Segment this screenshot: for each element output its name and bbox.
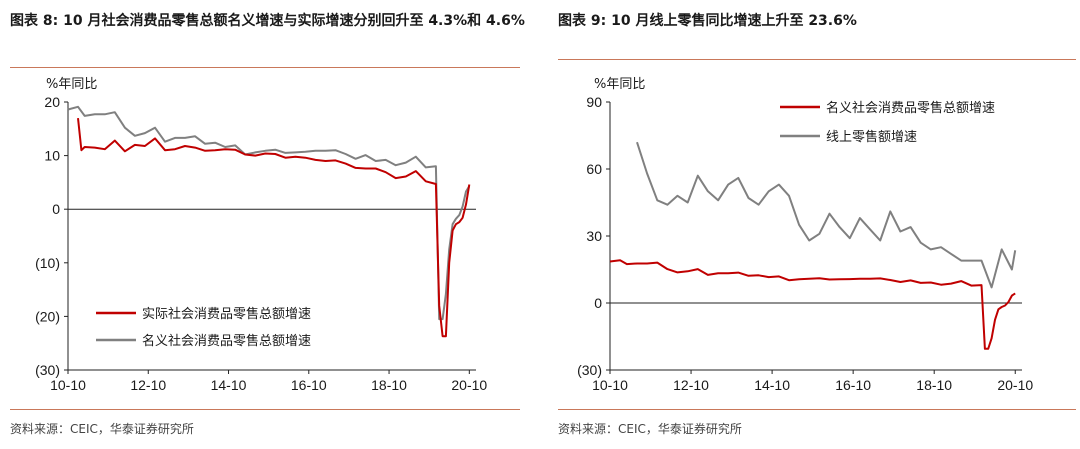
y-tick-label-right: 60	[586, 161, 602, 177]
x-tick-label-left: 10-10	[50, 377, 86, 393]
y-tick-label-left: 0	[52, 201, 60, 217]
x-tick-label-left: 12-10	[130, 377, 166, 393]
y-tick-label-right: (30)	[577, 362, 602, 378]
series-line-right-1	[636, 141, 1017, 289]
source-rule-right	[558, 409, 1076, 410]
y-tick-label-right: 90	[586, 94, 602, 110]
x-tick-label-right: 20-10	[997, 377, 1033, 393]
chart-panel-right: 图表 9: 10 月线上零售同比增速上升至 23.6% 90 60 30 0 (30) 1…	[554, 0, 1080, 449]
chart-title-left: 图表 8: 10 月社会消费品零售总额名义增速与实际增速分别回升至 4.3%和 …	[10, 13, 525, 29]
x-tick-label-right: 12-10	[673, 377, 709, 393]
series-line-right-0	[609, 259, 1016, 350]
y-tick-label-left: (20)	[35, 308, 60, 324]
x-tick-label-right: 18-10	[916, 377, 952, 393]
x-tick-label-right: 14-10	[754, 377, 790, 393]
source-note-right: 资料来源：CEIC，华泰证券研究所	[558, 422, 742, 436]
legend-label-right: 线上零售额增速	[826, 129, 917, 145]
chart-title-right: 图表 9: 10 月线上零售同比增速上升至 23.6%	[558, 13, 857, 29]
source-note-left: 资料来源：CEIC，华泰证券研究所	[10, 422, 194, 436]
legend-label-left: 实际社会消费品零售总额增速	[142, 306, 311, 322]
series-line-left-0	[77, 117, 471, 338]
x-tick-label-right: 10-10	[592, 377, 628, 393]
x-tick-label-left: 16-10	[291, 377, 327, 393]
title-rule-right	[558, 59, 1076, 60]
legend-label-left: 名义社会消费品零售总额增速	[142, 333, 311, 349]
title-rule-left	[10, 67, 520, 68]
source-rule-left	[10, 409, 520, 410]
y-tick-label-right: 30	[586, 228, 602, 244]
y-tick-label-left: (10)	[35, 255, 60, 271]
line-chart-right: 90 60 30 0 (30)10-10 12-10 14-10 16-10 18-10 20-1…	[577, 77, 1033, 393]
y-tick-label-left: 10	[44, 148, 60, 164]
line-chart-left: 20 10 0 (10) (20) (30)10-10 12-10 14-10 16-10 18-…	[35, 77, 487, 393]
y-axis-unit-right: %年同比	[594, 77, 645, 92]
x-tick-label-left: 18-10	[371, 377, 407, 393]
y-tick-label-left: (30)	[35, 362, 60, 378]
chart-panel-left: 图表 8: 10 月社会消费品零售总额名义增速与实际增速分别回升至 4.3%和 …	[0, 0, 530, 449]
y-tick-label-right: 0	[594, 295, 602, 311]
series-line-left-1	[67, 105, 471, 321]
y-axis-unit-left: %年同比	[46, 77, 97, 92]
x-tick-label-left: 14-10	[211, 377, 247, 393]
x-tick-label-right: 16-10	[835, 377, 871, 393]
x-tick-label-left: 20-10	[451, 377, 487, 393]
legend-label-right: 名义社会消费品零售总额增速	[826, 100, 995, 116]
y-tick-label-left: 20	[44, 94, 60, 110]
